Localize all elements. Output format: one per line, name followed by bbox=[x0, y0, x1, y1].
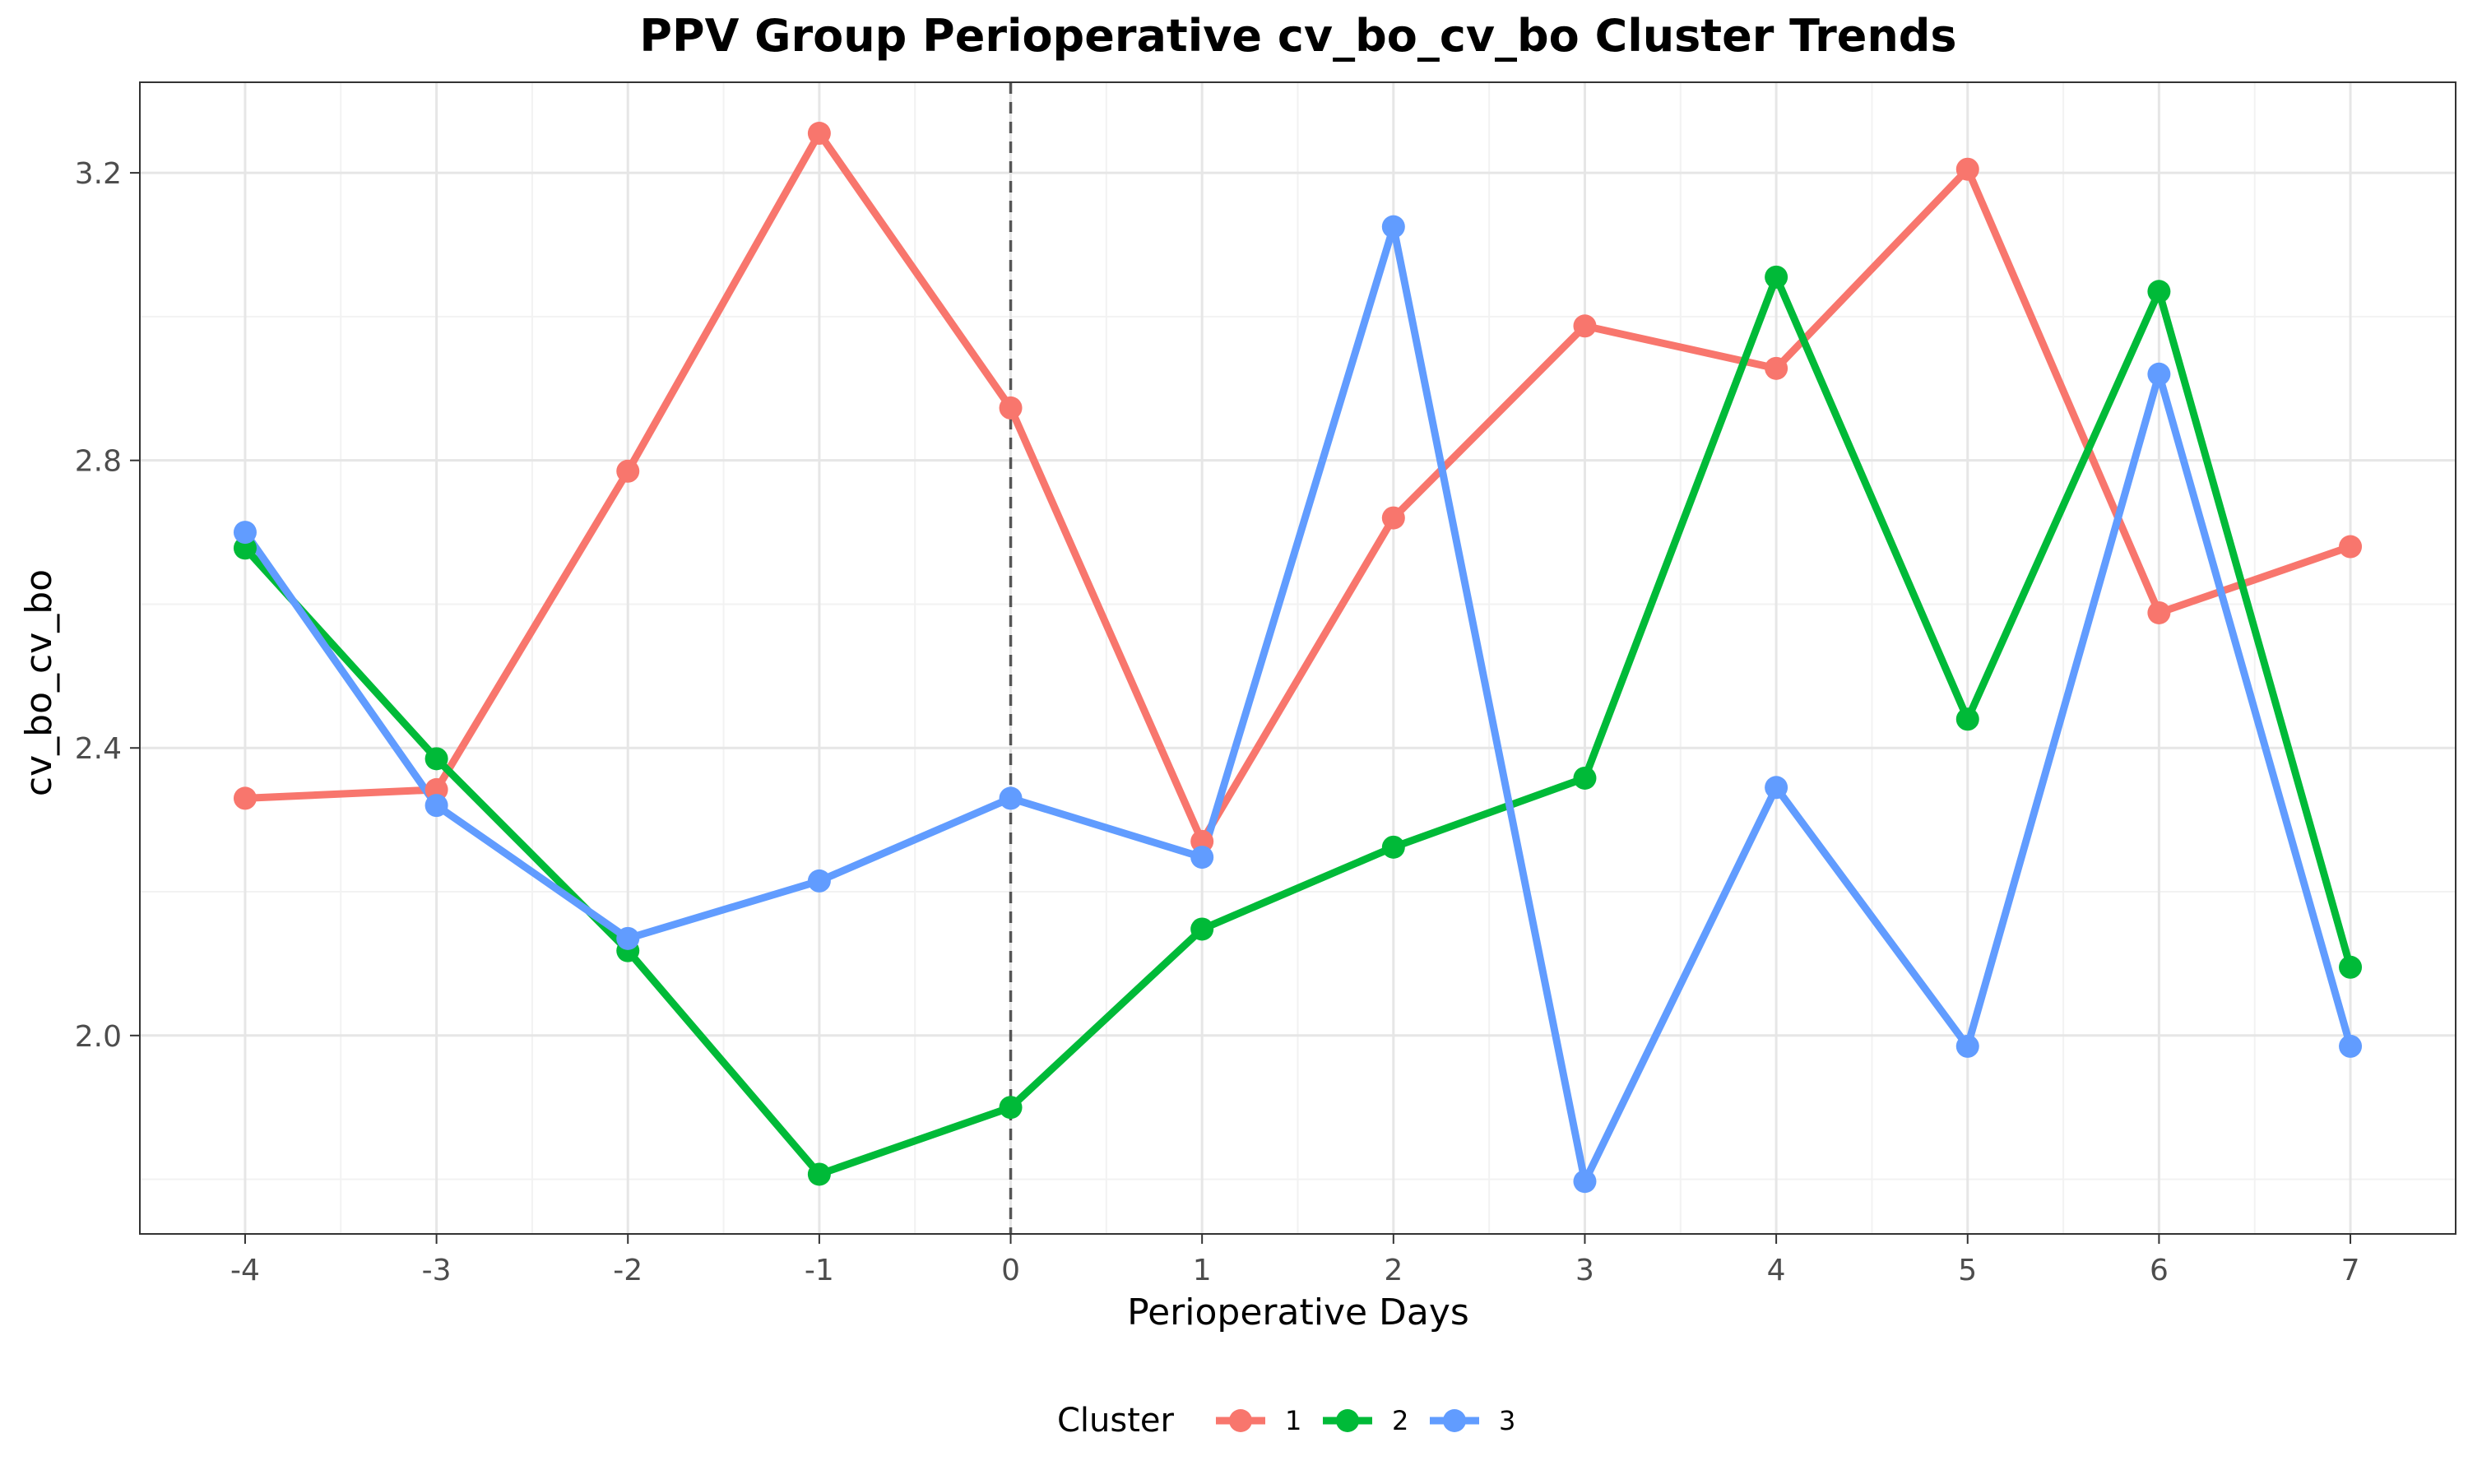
series-1-point bbox=[1190, 829, 1214, 853]
legend-label: 2 bbox=[1392, 1405, 1408, 1436]
series-1-point bbox=[1955, 157, 1979, 181]
series-1-point bbox=[807, 122, 831, 146]
legend: Cluster 1 2 3 bbox=[1057, 1402, 1515, 1440]
y-axis-title: cv_bo_cv_bo bbox=[18, 569, 60, 796]
minor-gridlines bbox=[140, 82, 2456, 1234]
x-tick-label: 7 bbox=[2341, 1254, 2360, 1287]
series-1-point bbox=[999, 396, 1023, 420]
y-axis-ticks: 2.0 2.4 2.8 3.2 bbox=[75, 157, 140, 1054]
legend-key-point bbox=[1336, 1409, 1359, 1432]
series-2-point bbox=[1190, 917, 1214, 941]
x-axis-title: Perioperative Days bbox=[1127, 1292, 1469, 1333]
series-2-point bbox=[807, 1162, 831, 1186]
legend-key-point bbox=[1229, 1409, 1252, 1432]
x-tick-label: 6 bbox=[2150, 1254, 2169, 1287]
series-3-point bbox=[233, 521, 257, 545]
x-tick-label: 5 bbox=[1958, 1254, 1977, 1287]
series-2-point bbox=[2147, 280, 2171, 304]
series-3-point bbox=[1573, 1170, 1597, 1194]
series-3-point bbox=[1955, 1034, 1979, 1058]
series-1-point bbox=[1765, 356, 1788, 380]
series-3-point bbox=[2147, 362, 2171, 386]
series-3-point bbox=[807, 869, 831, 893]
x-axis-ticks: -4 -3 -2 -1 0 1 2 3 4 5 6 7 bbox=[230, 1234, 2359, 1287]
series-3-point bbox=[616, 926, 640, 950]
major-gridlines bbox=[140, 82, 2456, 1234]
legend-key-point bbox=[1443, 1409, 1466, 1432]
series-2-point bbox=[1955, 707, 1979, 731]
legend-label: 3 bbox=[1499, 1405, 1515, 1436]
series-1-point bbox=[2339, 535, 2363, 559]
series-3-line bbox=[242, 223, 2354, 1185]
x-tick-label: 2 bbox=[1384, 1254, 1403, 1287]
series-1-point bbox=[424, 777, 448, 801]
series-3-point bbox=[424, 794, 448, 818]
x-tick-label: -3 bbox=[422, 1254, 452, 1287]
series-1-line bbox=[244, 129, 2352, 846]
series-2-point bbox=[1573, 766, 1597, 790]
series-3-point bbox=[2339, 1034, 2363, 1058]
legend-title: Cluster bbox=[1057, 1402, 1175, 1440]
x-tick-label: 1 bbox=[1193, 1254, 1212, 1287]
series-3-point bbox=[1381, 215, 1405, 239]
series-3-point bbox=[1190, 846, 1214, 870]
plot-panel-border bbox=[139, 81, 2456, 1235]
series-1-point bbox=[1573, 314, 1597, 338]
series-2-point bbox=[2339, 955, 2363, 979]
series-2-point bbox=[424, 747, 448, 771]
series-3-point bbox=[999, 786, 1023, 810]
x-tick-label: -4 bbox=[230, 1254, 260, 1287]
x-tick-label: -1 bbox=[805, 1254, 834, 1287]
x-tick-label: 4 bbox=[1767, 1254, 1786, 1287]
y-tick-label: 2.4 bbox=[75, 732, 122, 766]
x-tick-label: -2 bbox=[613, 1254, 643, 1287]
y-tick-label: 2.0 bbox=[75, 1020, 122, 1054]
chart-title: PPV Group Perioperative cv_bo_cv_bo Clus… bbox=[639, 10, 1956, 62]
series-2-point bbox=[233, 536, 257, 560]
series-2-point bbox=[1381, 835, 1405, 859]
series-3-point bbox=[1765, 776, 1788, 800]
y-tick-label: 2.8 bbox=[75, 445, 122, 479]
legend-label: 1 bbox=[1285, 1405, 1301, 1436]
series-1-point bbox=[1381, 506, 1405, 530]
x-tick-label: 0 bbox=[1001, 1254, 1020, 1287]
series-layer bbox=[233, 122, 2363, 1194]
series-1-point bbox=[2147, 601, 2171, 624]
series-1-point bbox=[616, 459, 640, 483]
series-1-point bbox=[233, 786, 257, 810]
series-2-point bbox=[999, 1096, 1023, 1120]
series-2-point bbox=[1765, 265, 1788, 289]
x-tick-label: 3 bbox=[1575, 1254, 1594, 1287]
y-tick-label: 3.2 bbox=[75, 157, 122, 191]
